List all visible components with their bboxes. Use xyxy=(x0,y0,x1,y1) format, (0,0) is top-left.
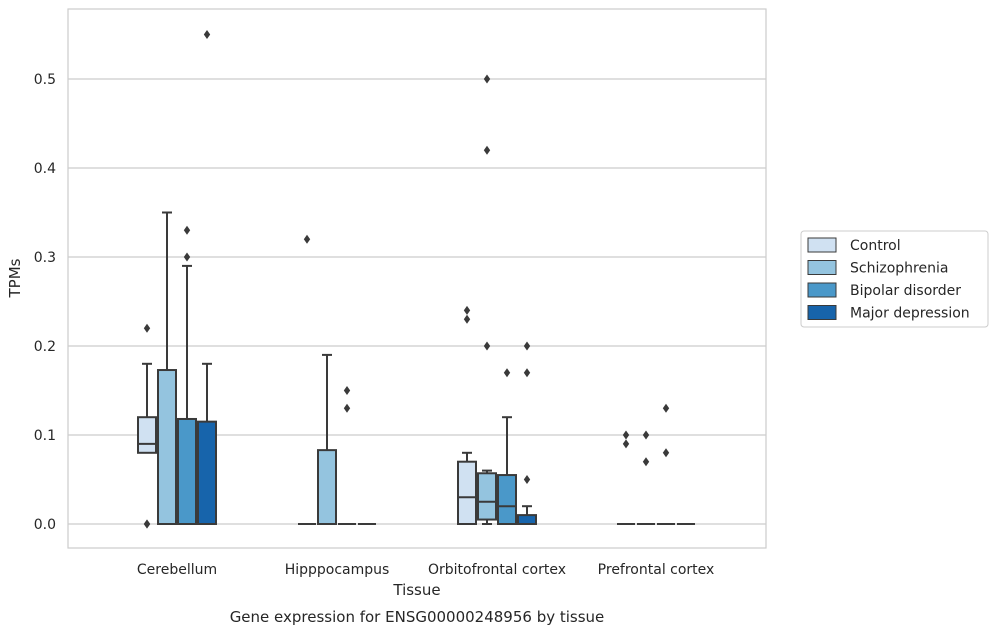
outlier-point xyxy=(523,475,531,484)
outlier-point xyxy=(143,519,151,529)
box-body xyxy=(477,472,497,521)
outlier-point xyxy=(143,323,151,333)
outlier-point xyxy=(483,341,491,351)
box-major-depression xyxy=(517,341,537,525)
box-control xyxy=(617,430,635,525)
box-schizophrenia xyxy=(317,353,337,526)
legend: Control Schizophrenia Bipolar disorder Majo… xyxy=(800,230,989,328)
box-body xyxy=(457,460,477,526)
box-bipolar-disorder xyxy=(657,403,675,525)
x-axis-title: Tissue xyxy=(392,581,440,599)
y-tick-label: 0.5 xyxy=(34,72,56,88)
box-bipolar-disorder xyxy=(177,225,197,526)
outlier-point xyxy=(642,430,650,440)
legend-label: Major depression xyxy=(850,306,970,322)
outlier-point xyxy=(343,386,351,395)
legend-swatch xyxy=(807,282,837,298)
box-schizophrenia xyxy=(477,74,497,525)
outlier-point xyxy=(463,305,471,315)
legend-label: Bipolar disorder xyxy=(850,283,961,299)
x-tick-label: Orbitofrontal cortex xyxy=(428,562,566,578)
outlier-point xyxy=(642,457,650,467)
legend-label: Control xyxy=(850,238,901,254)
legend-label: Schizophrenia xyxy=(850,261,948,277)
outlier-point xyxy=(523,341,531,351)
y-tick-labels: 0.0 0.1 0.2 0.3 0.4 0.5 xyxy=(34,72,56,533)
x-tick-label: Prefrontal cortex xyxy=(598,562,715,578)
legend-swatch xyxy=(807,305,837,320)
box-body xyxy=(497,474,517,525)
box-control xyxy=(137,323,157,529)
y-tick-label: 0.0 xyxy=(34,517,56,533)
y-tick-label: 0.4 xyxy=(34,161,56,177)
box-bipolar-disorder xyxy=(497,368,517,525)
outlier-point xyxy=(662,403,670,413)
box-bipolar-disorder xyxy=(338,386,356,525)
outlier-point xyxy=(662,448,670,458)
y-tick-label: 0.1 xyxy=(34,428,56,444)
outlier-point xyxy=(343,403,351,413)
outlier-point xyxy=(483,145,491,155)
outlier-point xyxy=(523,368,531,378)
box-schizophrenia xyxy=(637,430,655,525)
y-tick-label: 0.3 xyxy=(34,250,56,266)
outlier-point xyxy=(463,314,471,324)
box-body xyxy=(517,514,537,525)
plot-frame xyxy=(67,8,767,549)
legend-swatch xyxy=(807,237,837,253)
outlier-point xyxy=(183,225,191,235)
y-tick-label: 0.2 xyxy=(34,339,56,355)
box-body xyxy=(157,369,177,525)
box-body xyxy=(137,416,157,454)
box-layer xyxy=(137,30,695,529)
y-axis-title: TPMs xyxy=(6,258,24,298)
outlier-point xyxy=(503,368,511,378)
x-tick-label: Hipppocampus xyxy=(285,562,390,578)
box-schizophrenia xyxy=(157,211,177,525)
legend-swatch xyxy=(807,260,837,275)
outlier-point xyxy=(483,74,491,84)
box-body xyxy=(197,420,217,525)
chart-caption: Gene expression for ENSG00000248956 by t… xyxy=(230,608,605,626)
box-body xyxy=(177,417,197,526)
outlier-point xyxy=(183,252,191,262)
outlier-point xyxy=(622,439,630,449)
outlier-point xyxy=(622,430,630,440)
outlier-point xyxy=(203,30,211,39)
x-tick-labels: Cerebellum Hipppocampus Orbitofrontal cort… xyxy=(137,562,714,578)
x-tick-label: Cerebellum xyxy=(137,562,217,578)
box-control xyxy=(298,234,316,525)
box-major-depression xyxy=(197,30,217,525)
box-control xyxy=(457,305,477,526)
outlier-point xyxy=(303,234,311,244)
box-body xyxy=(317,449,337,526)
legend-frame xyxy=(800,230,989,328)
